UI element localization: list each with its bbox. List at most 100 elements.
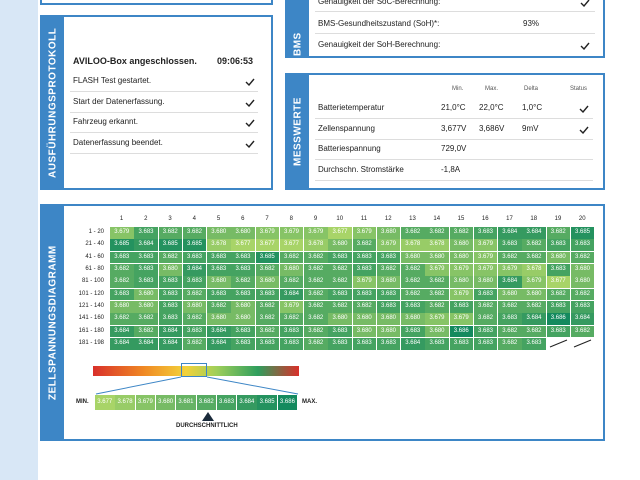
- row-value: -1,8A: [441, 165, 461, 175]
- column-header: 16: [481, 216, 489, 222]
- check-icon: [579, 105, 589, 113]
- cell: 3.683: [328, 338, 352, 350]
- cell: 3.682: [570, 251, 595, 264]
- column-header: 11: [360, 216, 368, 222]
- cell: 3.682: [304, 251, 328, 264]
- cell: 3.683: [570, 239, 595, 251]
- cell: 3.682: [546, 227, 570, 239]
- legend-max: MAX.: [302, 399, 317, 405]
- cell: 3.683: [473, 227, 498, 239]
- measurements-panel: MESSWERTE: [285, 73, 605, 190]
- cell: 3.680: [352, 325, 376, 338]
- cell: 3.682: [304, 325, 328, 338]
- cell: 3.680: [473, 276, 498, 288]
- separator: [70, 91, 258, 92]
- cell: 3.679: [498, 264, 522, 276]
- cell: 3.682: [182, 313, 207, 325]
- cell: 3.679: [376, 239, 401, 251]
- cell: 3.682: [401, 227, 425, 239]
- cell: 3.683: [231, 325, 255, 338]
- empty-cell: [573, 339, 591, 348]
- cell: 3.680: [328, 313, 352, 325]
- average-marker: [202, 412, 214, 421]
- cell: 3.682: [231, 276, 255, 288]
- cell: 3.686: [546, 313, 570, 325]
- cell: 3.683: [522, 338, 546, 350]
- cell: 3.683: [449, 301, 473, 313]
- cell: 3.682: [304, 264, 328, 276]
- separator: [315, 138, 593, 140]
- zoom-box: [181, 363, 207, 377]
- cell: 3.682: [182, 338, 207, 350]
- cell: 3.679: [255, 227, 279, 239]
- cell: 3.682: [110, 276, 134, 288]
- cell: 3.682: [279, 313, 304, 325]
- cell: 3.683: [279, 338, 304, 350]
- cell: 3.684: [158, 325, 182, 338]
- cell: 3.683: [134, 276, 158, 288]
- column-header: 3: [168, 216, 172, 222]
- bms-panel: BMS: [285, 0, 605, 58]
- legend-cell: 3.683: [216, 395, 237, 410]
- cell: 3.680: [134, 301, 158, 313]
- cell: 3.683: [376, 301, 401, 313]
- cell: 3.683: [328, 288, 352, 301]
- cell: 3.685: [158, 239, 182, 251]
- cell: 3.680: [231, 227, 255, 239]
- row-label: 81 - 100: [81, 278, 104, 285]
- column-header: Max.: [485, 86, 499, 92]
- cell: 3.680: [376, 276, 401, 288]
- row-label: 1 - 20: [88, 229, 104, 235]
- cell: 3.684: [279, 288, 304, 301]
- cell: 3.682: [473, 301, 498, 313]
- cell: 3.680: [158, 264, 182, 276]
- cell: 3.683: [158, 288, 182, 301]
- column-header: 6: [241, 216, 245, 222]
- cell: 3.680: [401, 251, 425, 264]
- column-header: 20: [578, 216, 586, 222]
- row-value: 21,0°C: [441, 103, 466, 112]
- cell: 3.680: [207, 276, 231, 288]
- separator: [315, 118, 593, 119]
- cell: 3.685: [255, 251, 279, 264]
- cell: 3.680: [279, 264, 304, 276]
- cell: 3.682: [110, 264, 134, 276]
- cell: 3.682: [304, 313, 328, 325]
- cell: 3.684: [182, 264, 207, 276]
- column-header: 7: [265, 216, 269, 222]
- legend-cell: 3.680: [155, 395, 176, 410]
- check-icon: [245, 140, 255, 149]
- row-label: Batteriespannung: [318, 144, 381, 154]
- cell: 3.683: [328, 325, 352, 338]
- cell: 3.683: [328, 251, 352, 264]
- row-label: Genauigkeit der SoC-Berechnung:: [318, 0, 441, 6]
- cell: 3.683: [473, 325, 498, 338]
- cell: 3.682: [546, 288, 570, 301]
- legend-min: MIN.: [76, 399, 89, 405]
- cell: 3.683: [110, 288, 134, 301]
- row-label: 101 - 120: [78, 290, 104, 297]
- cell: 3.682: [255, 325, 279, 338]
- cell: 3.684: [207, 338, 231, 350]
- cell: 3.679: [352, 276, 376, 288]
- cell: 3.684: [134, 338, 158, 350]
- cell: 3.684: [522, 227, 546, 239]
- cell: 3.685: [182, 239, 207, 251]
- column-header: 15: [457, 216, 465, 222]
- step-label: Datenerfassung beendet.: [73, 138, 163, 148]
- cell: 3.680: [207, 227, 231, 239]
- cell: 3.677: [255, 239, 279, 251]
- cell: 3.677: [328, 227, 352, 239]
- protocol-heading: AVILOO-Box angeschlossen.: [73, 56, 197, 66]
- step-label: Fahrzeug erkannt.: [73, 117, 138, 127]
- cell: 3.682: [134, 325, 158, 338]
- row-label: 41 - 60: [85, 253, 104, 260]
- cell: 3.682: [182, 288, 207, 301]
- separator: [315, 32, 595, 34]
- cell: 3.682: [449, 227, 473, 239]
- cell: 3.677: [231, 239, 255, 251]
- cell: 3.682: [498, 325, 522, 338]
- cell: 3.683: [449, 338, 473, 350]
- cell: 3.683: [546, 325, 570, 338]
- cell: 3.683: [182, 251, 207, 264]
